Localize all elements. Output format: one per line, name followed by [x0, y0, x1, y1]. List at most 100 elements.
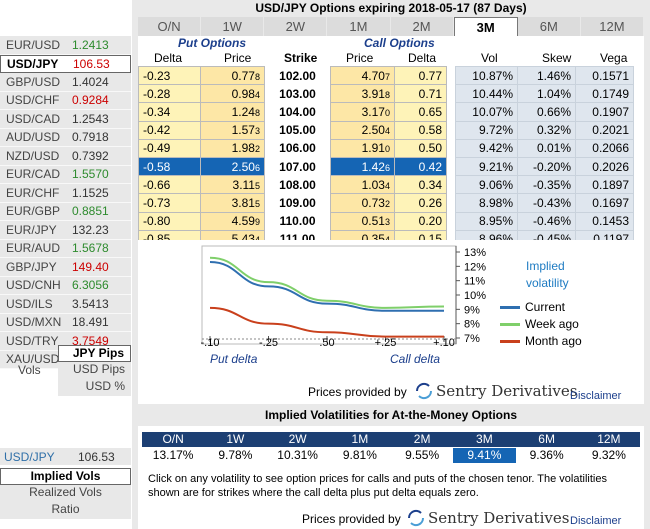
pair-name[interactable]: GBP/USD [6, 74, 61, 89]
put-price-cell[interactable]: 3.815 [200, 193, 265, 213]
atm-volatility-value[interactable]: 10.31% [277, 448, 318, 462]
call-price-cell[interactable]: 0.513 [330, 211, 395, 231]
atm-pair-row[interactable]: USD/JPY 106.53 [0, 448, 131, 465]
pair-name[interactable]: GBP/JPY [6, 259, 57, 274]
pair-row-eur-cad[interactable]: EUR/CAD 1.5570 [0, 165, 131, 184]
disclaimer-link-2[interactable]: Disclaimer [570, 515, 622, 527]
call-price-cell[interactable]: 3.918 [330, 84, 395, 104]
pair-name[interactable]: EUR/AUD [6, 241, 61, 256]
put-price-cell[interactable]: 1.982 [200, 138, 265, 158]
pair-name[interactable]: EUR/CAD [6, 167, 61, 182]
unit-option[interactable]: USD Pips [58, 362, 131, 379]
atm-pair-name[interactable]: USD/JPY [4, 449, 55, 464]
atm-volatility-value[interactable]: 9.41% [453, 448, 516, 463]
atm-volatility-value[interactable]: 9.36% [529, 448, 564, 462]
call-delta-cell[interactable]: 0.58 [394, 120, 447, 140]
tab-tenor[interactable]: 12M [580, 17, 644, 36]
pair-name[interactable]: USD/CNH [6, 278, 61, 293]
call-price-cell[interactable]: 0.732 [330, 193, 395, 213]
tab-tenor[interactable]: 2M [390, 17, 454, 36]
call-price-cell[interactable]: 1.910 [330, 138, 395, 158]
put-delta-cell[interactable]: -0.34 [138, 102, 201, 122]
pair-name[interactable]: EUR/GBP [6, 204, 61, 219]
pair-row-usd-try[interactable]: USD/TRY 3.7549 [0, 332, 131, 351]
strike-value: 110.00 [279, 214, 316, 229]
put-delta-label: Put delta [210, 352, 258, 366]
mode-option[interactable]: Implied Vols [0, 468, 131, 485]
call-price-cell[interactable]: 2.504 [330, 120, 395, 140]
atm-volatility-value[interactable]: 9.55% [405, 448, 440, 462]
put-price-cell[interactable]: 1.248 [200, 102, 265, 122]
atm-volatility-value[interactable]: 9.32% [591, 448, 626, 462]
mode-option[interactable]: Realized Vols [0, 485, 131, 502]
call-delta-cell[interactable]: 0.26 [394, 193, 447, 213]
pair-name[interactable]: AUD/USD [6, 130, 61, 145]
tab-tenor[interactable]: 1M [327, 17, 391, 36]
call-delta-cell[interactable]: 0.77 [394, 65, 447, 86]
pair-row-usd-cnh[interactable]: USD/CNH 6.3056 [0, 276, 131, 295]
pair-name[interactable]: EUR/JPY [6, 222, 57, 237]
call-delta-cell[interactable]: 0.71 [394, 84, 447, 104]
pair-name[interactable]: USD/TRY [6, 333, 59, 348]
atm-volatility-value[interactable]: 9.78% [218, 448, 253, 462]
put-delta-cell[interactable]: -0.58 [138, 156, 201, 177]
mode-option[interactable]: Ratio [0, 502, 131, 519]
unit-option[interactable]: USD % [58, 379, 131, 396]
tab-tenor[interactable]: O/N [138, 17, 202, 36]
pair-name[interactable]: EUR/CHF [6, 185, 60, 200]
pair-name[interactable]: USD/CHF [6, 93, 60, 108]
pair-name[interactable]: USD/MXN [6, 315, 62, 330]
pair-name[interactable]: USD/ILS [6, 296, 53, 311]
pair-name[interactable]: NZD/USD [6, 148, 60, 163]
call-delta-cell[interactable]: 0.20 [394, 211, 447, 231]
tab-tenor[interactable]: 1W [201, 17, 265, 36]
tab-tenor[interactable]: 2W [264, 17, 328, 36]
tab-tenor[interactable]: 6M [517, 17, 581, 36]
pair-row-eur-gbp[interactable]: EUR/GBP 0.8851 [0, 202, 131, 221]
put-price-cell[interactable]: 1.573 [200, 120, 265, 140]
atm-volatility-value[interactable]: 9.81% [342, 448, 377, 462]
call-price-cell[interactable]: 4.707 [330, 65, 395, 86]
pair-name[interactable]: USD/JPY [7, 56, 59, 71]
put-price-cell[interactable]: 3.115 [200, 175, 265, 195]
pair-name[interactable]: XAU/USD [6, 352, 60, 367]
pair-row-aud-usd[interactable]: AUD/USD 0.7918 [0, 128, 131, 147]
pair-row-usd-chf[interactable]: USD/CHF 0.9284 [0, 91, 131, 110]
call-price-cell[interactable]: 1.426 [330, 156, 395, 177]
pair-row-eur-aud[interactable]: EUR/AUD 1.5678 [0, 239, 131, 258]
call-delta-cell[interactable]: 0.50 [394, 138, 447, 158]
pair-row-eur-usd[interactable]: EUR/USD 1.2413 [0, 36, 131, 55]
pair-row-usd-mxn[interactable]: USD/MXN 18.491 [0, 313, 131, 332]
disclaimer-link[interactable]: Disclaimer [570, 390, 622, 402]
table-row: -0.28 0.984 103.00 3.918 0.71 10.44% 1.04% 0.17… [138, 84, 634, 104]
put-delta-cell[interactable]: -0.80 [138, 211, 201, 231]
pair-row-gbp-usd[interactable]: GBP/USD 1.4024 [0, 73, 131, 92]
pair-row-usd-ils[interactable]: USD/ILS 3.5413 [0, 295, 131, 314]
call-price-cell[interactable]: 1.034 [330, 175, 395, 195]
pair-name[interactable]: EUR/USD [6, 37, 61, 52]
put-price-cell[interactable]: 0.778 [200, 65, 265, 86]
pair-row-nzd-usd[interactable]: NZD/USD 0.7392 [0, 147, 131, 166]
pair-row-usd-cad[interactable]: USD/CAD 1.2543 [0, 110, 131, 129]
pair-row-eur-jpy[interactable]: EUR/JPY 132.23 [0, 221, 131, 240]
call-delta-cell[interactable]: 0.42 [394, 156, 447, 177]
put-delta-cell[interactable]: -0.73 [138, 193, 201, 213]
atm-volatility-value[interactable]: 13.17% [152, 448, 194, 462]
call-delta-cell[interactable]: 0.34 [394, 175, 447, 195]
put-delta-cell[interactable]: -0.49 [138, 138, 201, 158]
put-price-cell[interactable]: 4.599 [200, 211, 265, 231]
put-delta-cell[interactable]: -0.42 [138, 120, 201, 140]
pair-row-gbp-jpy[interactable]: GBP/JPY 149.40 [0, 258, 131, 277]
put-delta-cell[interactable]: -0.23 [138, 65, 201, 86]
pair-row-usd-jpy[interactable]: USD/JPY 106.53 [0, 54, 131, 73]
tab-tenor[interactable]: 3M [453, 17, 518, 36]
pair-name[interactable]: USD/CAD [6, 111, 61, 126]
put-delta-cell[interactable]: -0.28 [138, 84, 201, 104]
pair-row-eur-chf[interactable]: EUR/CHF 1.1525 [0, 184, 131, 203]
call-delta-cell[interactable]: 0.65 [394, 102, 447, 122]
put-delta-cell[interactable]: -0.66 [138, 175, 201, 195]
unit-option[interactable]: JPY Pips [58, 345, 131, 362]
put-price-cell[interactable]: 0.984 [200, 84, 265, 104]
call-price-cell[interactable]: 3.170 [330, 102, 395, 122]
put-price-cell[interactable]: 2.506 [200, 156, 265, 177]
